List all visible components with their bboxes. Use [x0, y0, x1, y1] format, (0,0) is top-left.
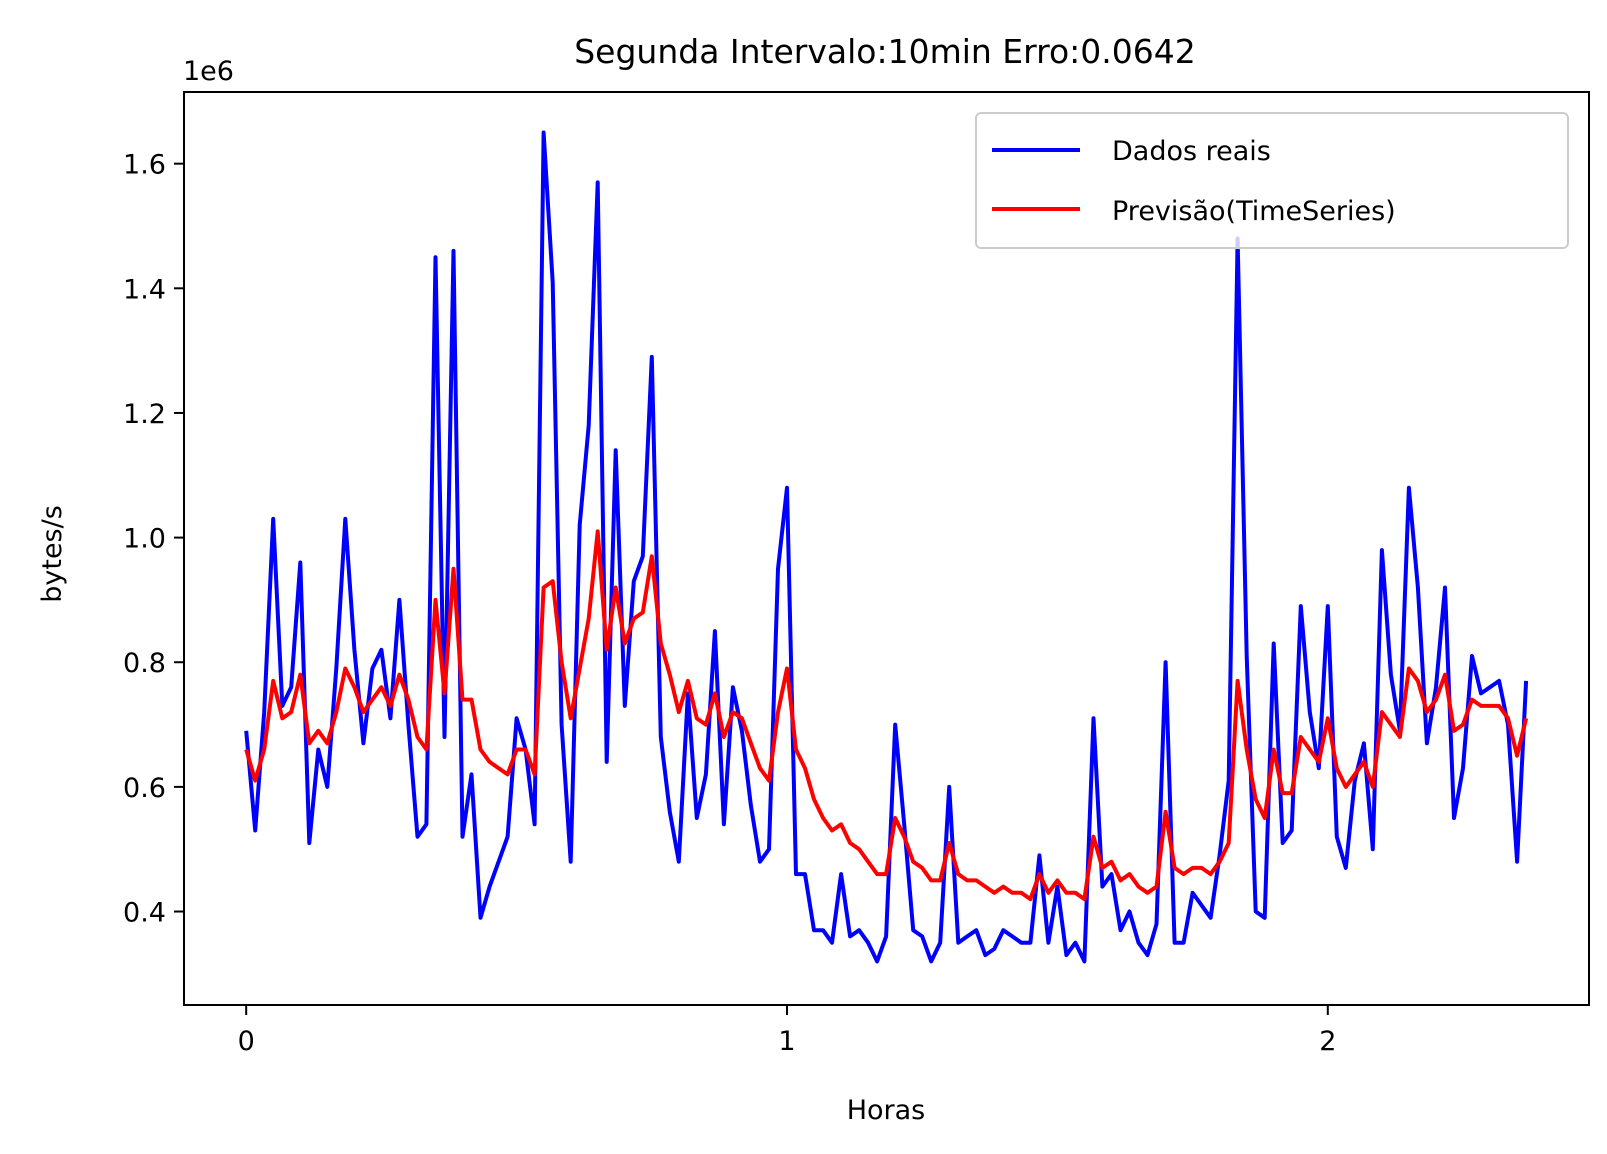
y-tick-label: 0.4 [123, 898, 166, 929]
y-tick-label: 0.6 [123, 773, 166, 804]
y-tick-label: 1.2 [123, 399, 166, 430]
legend-label-dados-reais: Dados reais [1112, 136, 1271, 167]
legend: Dados reais Previsão(TimeSeries) [975, 112, 1569, 249]
x-axis: 0 1 2 [238, 1005, 1336, 1057]
y-tick-label: 1.4 [123, 274, 166, 305]
y-axis: 0.4 0.6 0.8 1.0 1.2 1.4 1.6 [123, 150, 184, 929]
y-tick-label: 1.0 [123, 524, 166, 555]
x-axis-label: Horas [847, 1095, 926, 1126]
y-axis-label: bytes/s [37, 505, 68, 603]
y-offset-label: 1e6 [183, 56, 234, 87]
series-layer [244, 130, 1529, 964]
legend-label-previsao: Previsão(TimeSeries) [1112, 196, 1396, 227]
x-tick-label: 2 [1319, 1026, 1336, 1057]
chart-title: Segunda Intervalo:10min Erro:0.0642 [574, 32, 1196, 71]
legend-box [975, 112, 1569, 249]
x-tick-label: 1 [778, 1026, 795, 1057]
x-tick-label: 0 [238, 1026, 255, 1057]
plot-frame [183, 91, 1590, 1006]
y-tick-label: 1.6 [123, 150, 166, 181]
series-line-previsao [244, 529, 1529, 902]
y-tick-label: 0.8 [123, 648, 166, 679]
